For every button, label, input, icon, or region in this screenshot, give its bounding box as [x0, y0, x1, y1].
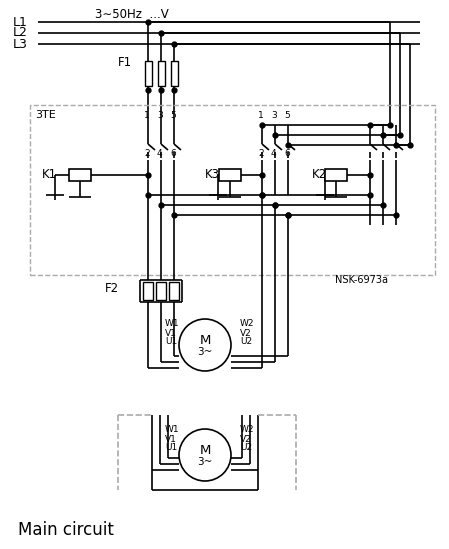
Text: W2: W2 [240, 320, 255, 328]
Text: K1: K1 [42, 169, 57, 182]
Text: V1: V1 [165, 328, 177, 338]
Bar [156, 282, 166, 300]
Circle shape [179, 429, 231, 481]
Text: 3: 3 [271, 111, 277, 120]
Text: 1: 1 [258, 111, 264, 120]
Text: U1: U1 [165, 444, 177, 452]
Text: 6: 6 [170, 148, 176, 158]
Text: 3: 3 [157, 111, 163, 120]
Text: L3: L3 [13, 37, 28, 51]
Text: U2: U2 [240, 444, 252, 452]
Text: 5: 5 [170, 111, 176, 120]
Text: 5: 5 [284, 111, 290, 120]
Text: 4: 4 [157, 148, 163, 158]
Bar [325, 169, 347, 181]
Text: M: M [199, 333, 211, 346]
Bar [69, 169, 91, 181]
Text: W2: W2 [240, 425, 255, 434]
Bar [30, 105, 435, 275]
Text: 3~: 3~ [197, 347, 213, 357]
Text: F1: F1 [118, 57, 132, 70]
Bar [158, 61, 164, 86]
Bar [169, 282, 179, 300]
Text: 2: 2 [258, 148, 264, 158]
Text: U1: U1 [165, 338, 177, 346]
Text: Main circuit: Main circuit [18, 521, 114, 539]
Text: K2: K2 [312, 169, 327, 182]
Bar [143, 282, 153, 300]
Circle shape [179, 319, 231, 371]
Bar [219, 169, 241, 181]
Text: 6: 6 [284, 148, 290, 158]
Text: V2: V2 [240, 434, 252, 444]
Text: M: M [199, 444, 211, 457]
Text: W1: W1 [165, 425, 180, 434]
Bar [145, 61, 151, 86]
Text: 3TE: 3TE [35, 110, 56, 120]
Text: K3: K3 [205, 169, 220, 182]
Text: 4: 4 [271, 148, 277, 158]
Text: W1: W1 [165, 320, 180, 328]
Text: NSK-6973a: NSK-6973a [335, 275, 388, 285]
Text: L1: L1 [13, 15, 28, 29]
Text: 2: 2 [144, 148, 150, 158]
Text: V2: V2 [240, 328, 252, 338]
Text: U2: U2 [240, 338, 252, 346]
Text: 3∼50Hz  ...V: 3∼50Hz ...V [95, 8, 169, 20]
Text: L2: L2 [13, 26, 28, 40]
Text: 3~: 3~ [197, 457, 213, 467]
Text: F2: F2 [105, 282, 119, 294]
Text: V1: V1 [165, 434, 177, 444]
Bar [171, 61, 177, 86]
Text: 1: 1 [144, 111, 150, 120]
